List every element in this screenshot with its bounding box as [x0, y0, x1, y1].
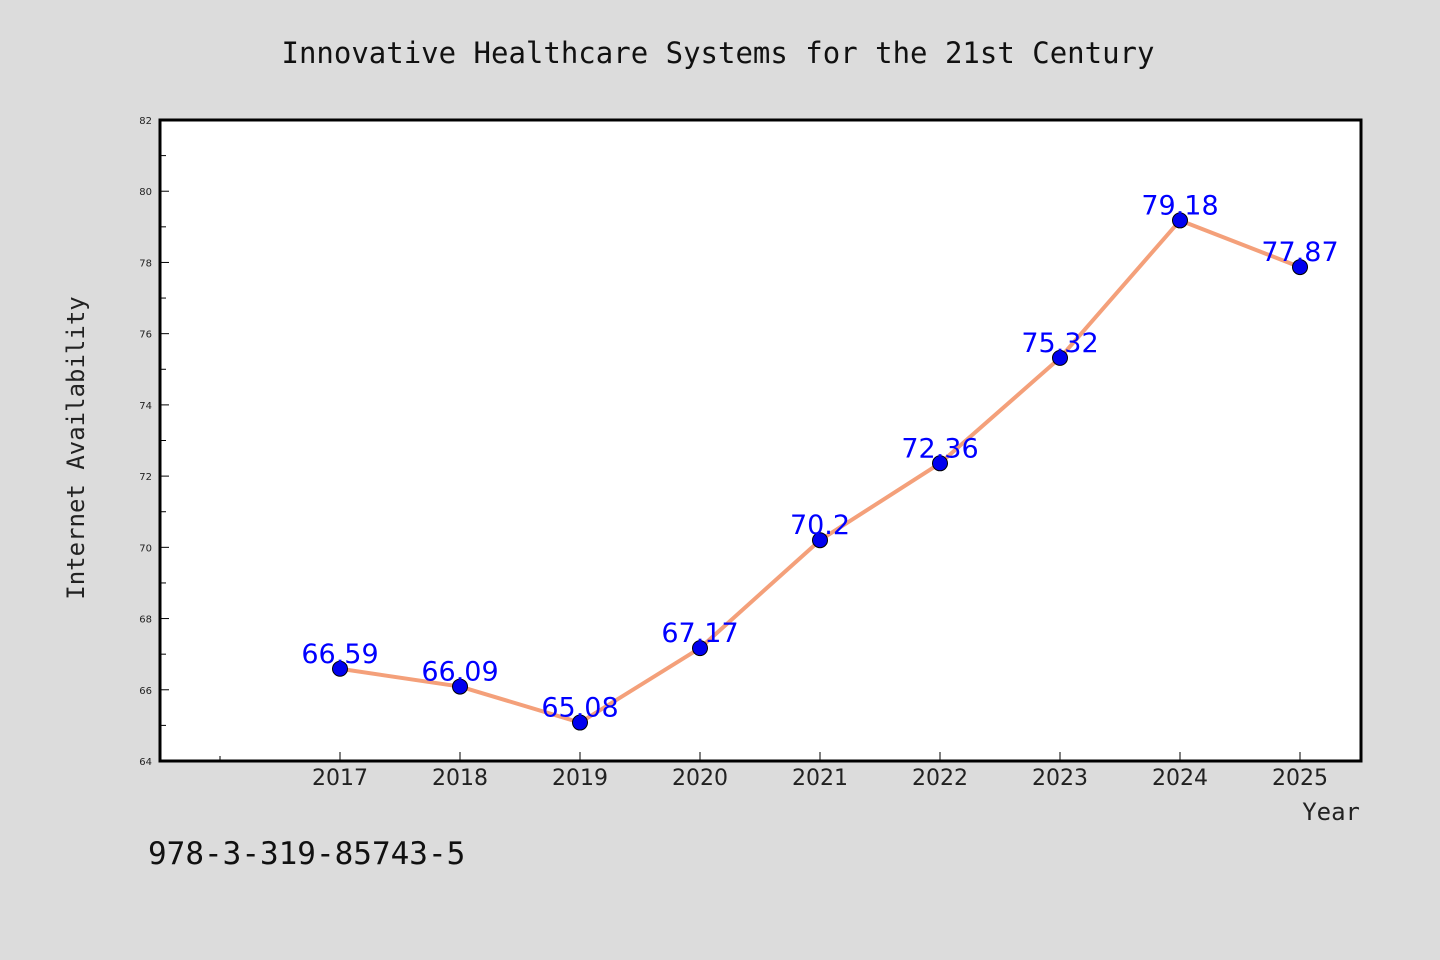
plot-area — [158, 118, 1363, 763]
data-label: 65.08 — [541, 693, 618, 724]
data-label: 66.09 — [421, 657, 498, 688]
y-axis-label: Internet Availability — [62, 296, 90, 599]
x-tick-label: 2019 — [552, 766, 608, 791]
x-tick-label: 2025 — [1272, 766, 1328, 791]
data-label: 67.17 — [661, 618, 738, 649]
data-point — [692, 640, 708, 657]
y-tick-label: 78 — [139, 258, 152, 269]
y-tick-label: 72 — [139, 472, 152, 483]
data-label: 75.32 — [1021, 328, 1098, 359]
data-label: 72.36 — [901, 433, 978, 464]
x-axis: 2017 2018 2019 2020 2021 2022 2023 2024 2025 — [219, 752, 1328, 791]
data-point — [932, 455, 948, 472]
x-tick-label: 2022 — [912, 766, 968, 791]
data-point — [1052, 349, 1068, 366]
y-tick-label: 76 — [139, 330, 152, 341]
data-point — [1172, 212, 1188, 229]
footer-isbn: 978-3-319-85743-5 — [148, 836, 465, 872]
data-point — [1292, 259, 1308, 276]
data-label: 79.18 — [1141, 190, 1218, 221]
data-point — [572, 714, 588, 731]
data-label: 70.2 — [790, 510, 850, 541]
y-axis: 64 66 68 70 72 74 76 78 80 82 — [139, 116, 169, 768]
x-tick-label: 2021 — [792, 766, 848, 791]
y-tick-label: 70 — [139, 543, 152, 554]
y-tick-label: 80 — [139, 187, 152, 198]
y-tick-label: 68 — [139, 615, 152, 626]
x-tick-label: 2020 — [672, 766, 728, 791]
y-tick-label: 74 — [139, 401, 152, 412]
x-axis-label: Year — [1302, 798, 1360, 826]
y-tick-label: 66 — [139, 686, 152, 697]
data-point — [332, 660, 348, 677]
x-tick-label: 2017 — [312, 766, 368, 791]
x-tick-label: 2018 — [432, 766, 488, 791]
data-label: 66.59 — [301, 639, 378, 670]
y-tick-label: 82 — [139, 116, 152, 127]
data-labels: 66.59 66.09 65.08 67.17 70.2 72.36 75.32 79.18 7… — [301, 190, 1338, 723]
data-label: 77.87 — [1261, 237, 1338, 268]
data-point — [812, 532, 828, 549]
data-point — [452, 678, 468, 695]
chart-title: Innovative Healthcare Systems for the 21… — [282, 36, 1155, 70]
x-tick-label: 2023 — [1032, 766, 1088, 791]
series-line-group — [332, 212, 1308, 731]
y-tick-label: 64 — [139, 757, 152, 768]
x-tick-label: 2024 — [1152, 766, 1208, 791]
